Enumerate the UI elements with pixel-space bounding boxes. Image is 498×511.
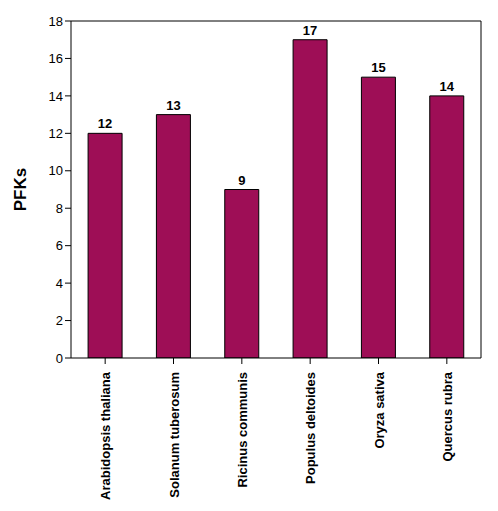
svg-text:6: 6 xyxy=(56,238,63,253)
svg-text:Populus deltoides: Populus deltoides xyxy=(303,372,318,484)
svg-text:17: 17 xyxy=(303,23,317,38)
svg-text:16: 16 xyxy=(49,51,63,66)
svg-text:13: 13 xyxy=(166,98,180,113)
svg-text:PFKs: PFKs xyxy=(11,168,30,211)
svg-text:4: 4 xyxy=(56,276,63,291)
svg-text:Oryza sativa: Oryza sativa xyxy=(372,371,387,448)
svg-text:14: 14 xyxy=(440,79,455,94)
svg-text:15: 15 xyxy=(371,60,385,75)
svg-text:Quercus rubra: Quercus rubra xyxy=(440,371,455,461)
svg-text:2: 2 xyxy=(56,313,63,328)
svg-text:10: 10 xyxy=(49,163,63,178)
svg-text:Arabidopsis thaliana: Arabidopsis thaliana xyxy=(98,371,113,500)
svg-text:Ricinus communis: Ricinus communis xyxy=(235,372,250,488)
svg-text:14: 14 xyxy=(49,89,63,104)
svg-text:Solanum tuberosum: Solanum tuberosum xyxy=(167,372,182,498)
svg-text:12: 12 xyxy=(49,126,63,141)
svg-text:8: 8 xyxy=(56,201,63,216)
svg-text:0: 0 xyxy=(56,351,63,366)
svg-text:9: 9 xyxy=(238,173,245,188)
svg-text:18: 18 xyxy=(49,14,63,29)
svg-text:12: 12 xyxy=(98,116,112,131)
